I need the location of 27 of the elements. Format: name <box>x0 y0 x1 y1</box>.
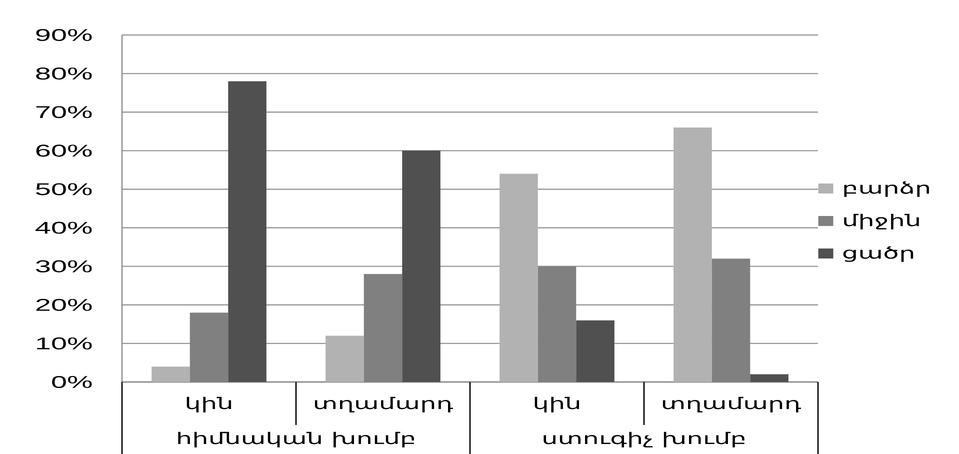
y-tick-label: 90% <box>36 28 92 42</box>
bar <box>500 174 538 382</box>
bar <box>674 128 712 382</box>
y-tick-label: 50% <box>36 183 92 196</box>
bar <box>152 366 190 382</box>
text: հիմնական խումբ <box>178 432 414 448</box>
x-tick-label: կին <box>534 396 580 412</box>
bar <box>228 81 266 382</box>
bar <box>326 336 364 382</box>
text: ստուգիչ խումբ <box>544 432 744 448</box>
y-tick-label: 40% <box>36 222 92 234</box>
y-tick-label: 0% <box>52 376 92 388</box>
y-tick-label: 70% <box>36 106 92 118</box>
y-tick-label: 60% <box>36 144 92 157</box>
y-tick-label: 10% <box>37 337 92 350</box>
y-tick-label: 30% <box>36 260 92 272</box>
legend-label: միջին <box>844 214 919 230</box>
y-tick-label: 80% <box>36 68 92 80</box>
bar <box>750 374 788 382</box>
bar <box>576 320 614 382</box>
x-tick-label: տղամարդ <box>314 396 453 412</box>
legend-label: բարձր <box>844 181 929 197</box>
bar <box>402 150 440 382</box>
y-tick-label: 20% <box>36 298 92 311</box>
x-tick-label: տղամարդ <box>662 396 801 412</box>
legend-label: ցածր <box>843 246 914 262</box>
x-tick-label: կին <box>186 396 232 412</box>
